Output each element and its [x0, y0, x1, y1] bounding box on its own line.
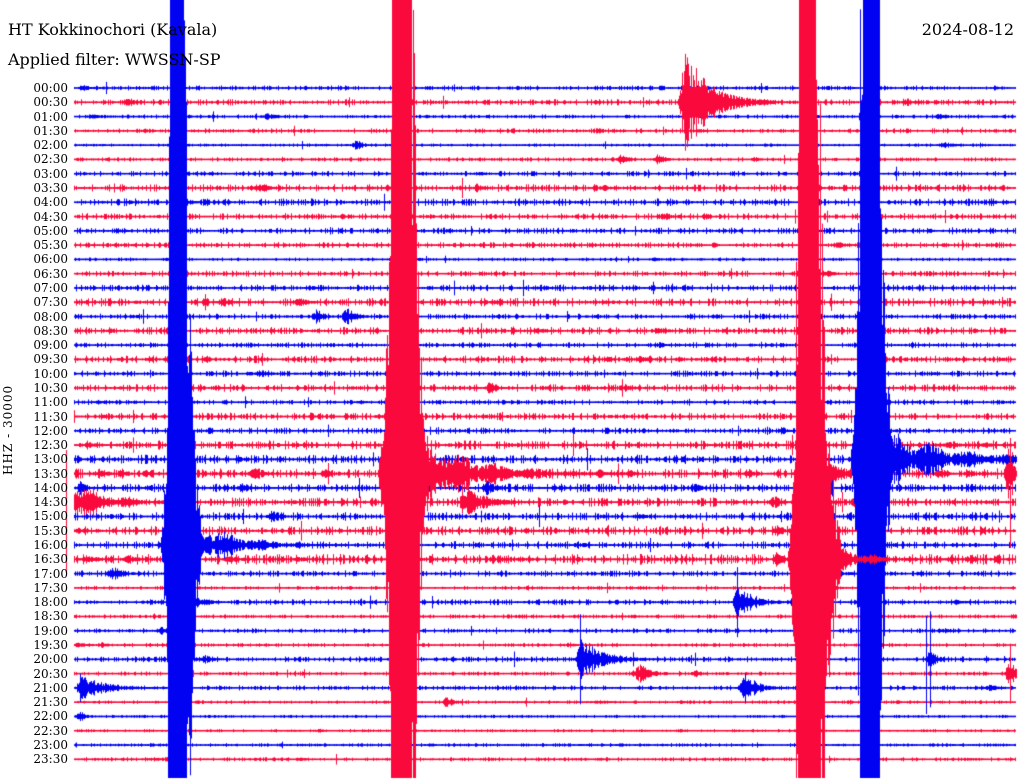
time-label: 20:00: [33, 652, 68, 667]
time-label: 08:00: [33, 309, 68, 324]
time-label: 12:00: [33, 423, 68, 438]
time-label: 21:00: [33, 680, 68, 695]
time-axis: 00:00 00:30 01:00 01:30 02:00 02:30 03:00 03:30…: [0, 0, 70, 780]
time-label: 01:30: [33, 123, 68, 138]
time-label: 17:00: [33, 566, 68, 581]
time-label: 09:00: [33, 338, 68, 353]
time-label: 18:00: [33, 595, 68, 610]
time-label: 15:30: [33, 523, 68, 538]
time-label: 00:30: [33, 95, 68, 110]
time-label: 01:00: [33, 109, 68, 124]
time-label: 08:30: [33, 323, 68, 338]
time-label: 14:30: [33, 495, 68, 510]
time-label: 05:30: [33, 238, 68, 253]
time-label: 06:00: [33, 252, 68, 267]
time-label: 17:30: [33, 580, 68, 595]
date-label: 2024-08-12: [921, 20, 1014, 39]
time-label: 04:30: [33, 209, 68, 224]
time-label: 06:30: [33, 266, 68, 281]
time-label: 22:30: [33, 723, 68, 738]
time-label: 07:00: [33, 280, 68, 295]
time-label: 04:00: [33, 195, 68, 210]
time-label: 16:30: [33, 552, 68, 567]
time-label: 16:00: [33, 538, 68, 553]
time-label: 02:00: [33, 138, 68, 153]
time-label: 23:00: [33, 738, 68, 753]
time-label: 20:30: [33, 666, 68, 681]
time-label: 03:00: [33, 166, 68, 181]
time-label: 18:30: [33, 609, 68, 624]
time-label: 03:30: [33, 180, 68, 195]
time-label: 00:00: [33, 81, 68, 95]
time-label: 23:30: [33, 752, 68, 767]
filter-label: Applied filter: WWSSN-SP: [8, 50, 221, 69]
time-label: 19:30: [33, 638, 68, 653]
time-label: 05:00: [33, 223, 68, 238]
time-label: 15:00: [33, 509, 68, 524]
time-label: 13:30: [33, 466, 68, 481]
time-label: 11:30: [33, 409, 68, 424]
time-label: 14:00: [33, 480, 68, 495]
time-label: 02:30: [33, 152, 68, 167]
time-label: 21:30: [33, 695, 68, 710]
time-label: 12:30: [33, 438, 68, 453]
station-title: HT Kokkinochori (Kavala): [8, 20, 218, 39]
time-label: 10:30: [33, 380, 68, 395]
time-label: 19:00: [33, 623, 68, 638]
time-label: 07:30: [33, 295, 68, 310]
time-label: 09:30: [33, 352, 68, 367]
time-label: 10:00: [33, 366, 68, 381]
time-label: 13:00: [33, 452, 68, 467]
time-label: 22:00: [33, 709, 68, 724]
time-label: 11:00: [33, 395, 68, 410]
